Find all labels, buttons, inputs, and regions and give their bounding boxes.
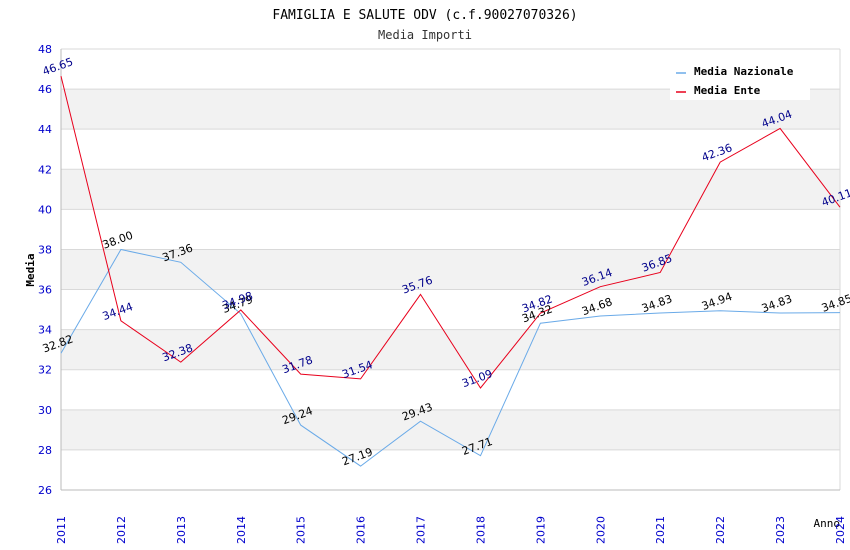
data-label: 34.68 xyxy=(580,295,614,318)
x-tick-label: 2015 xyxy=(295,516,308,544)
data-label: 34.83 xyxy=(760,292,794,315)
grid-band xyxy=(61,249,840,290)
series-line-media-nazionale xyxy=(60,248,841,467)
legend-label-media-nazionale: Media Nazionale xyxy=(694,65,794,78)
x-tick-label: 2023 xyxy=(774,516,787,544)
y-tick-label: 46 xyxy=(38,83,52,96)
grid-band xyxy=(61,169,840,210)
y-tick-label: 44 xyxy=(38,123,52,136)
legend-box xyxy=(670,60,810,100)
y-tick-label: 42 xyxy=(38,163,52,176)
y-tick-label: 38 xyxy=(38,243,52,256)
data-label: 34.83 xyxy=(640,292,674,315)
grid-band xyxy=(61,329,840,370)
y-tick-labels: 26 28 30 32 34 36 38 40 42 44 46 48 xyxy=(38,43,52,497)
grid-band xyxy=(61,409,840,450)
data-label: 46.65 xyxy=(41,55,75,78)
x-tick-label: 2022 xyxy=(714,516,727,544)
y-tick-label: 30 xyxy=(38,404,52,417)
x-tick-label: 2024 xyxy=(834,516,847,544)
legend-label-media-ente: Media Ente xyxy=(694,84,761,97)
grid-lines xyxy=(61,48,841,491)
data-label: 31.09 xyxy=(460,367,494,390)
x-tick-label: 2019 xyxy=(534,516,547,544)
x-tick-label: 2021 xyxy=(654,516,667,544)
y-tick-label: 36 xyxy=(38,284,52,297)
series-line-media-ente xyxy=(60,75,841,389)
y-tick-label: 48 xyxy=(38,43,52,56)
data-label: 34.94 xyxy=(700,290,734,313)
x-tick-labels: 2011 2012 2013 2014 2015 2016 2017 2018 2019 2020… xyxy=(55,516,847,544)
y-tick-label: 26 xyxy=(38,484,52,497)
x-tick-label: 2013 xyxy=(175,516,188,544)
y-tick-label: 34 xyxy=(38,324,52,337)
x-tick-label: 2020 xyxy=(594,516,607,544)
series-lines xyxy=(60,75,841,467)
legend: Media Nazionale Media Ente xyxy=(670,60,810,100)
data-label: 38.00 xyxy=(101,229,135,252)
x-tick-label: 2017 xyxy=(415,516,428,544)
grid-bands xyxy=(61,89,840,450)
x-tick-label: 2014 xyxy=(235,516,248,544)
x-tick-label: 2016 xyxy=(355,516,368,544)
x-axis-label: Anno xyxy=(814,517,841,530)
x-tick-label: 2018 xyxy=(474,516,487,544)
data-label: 42.36 xyxy=(700,141,734,164)
x-tick-label: 2012 xyxy=(115,516,128,544)
chart-subtitle: Media Importi xyxy=(378,28,472,42)
data-label: 34.85 xyxy=(820,292,850,315)
chart-title: FAMIGLIA E SALUTE ODV (c.f.90027070326) xyxy=(272,8,577,23)
y-tick-label: 40 xyxy=(38,203,52,216)
y-axis-label: Media xyxy=(24,253,37,286)
data-label: 34.44 xyxy=(101,300,135,323)
y-tick-label: 32 xyxy=(38,364,52,377)
y-tick-label: 28 xyxy=(38,444,52,457)
x-tick-label: 2011 xyxy=(55,516,68,544)
